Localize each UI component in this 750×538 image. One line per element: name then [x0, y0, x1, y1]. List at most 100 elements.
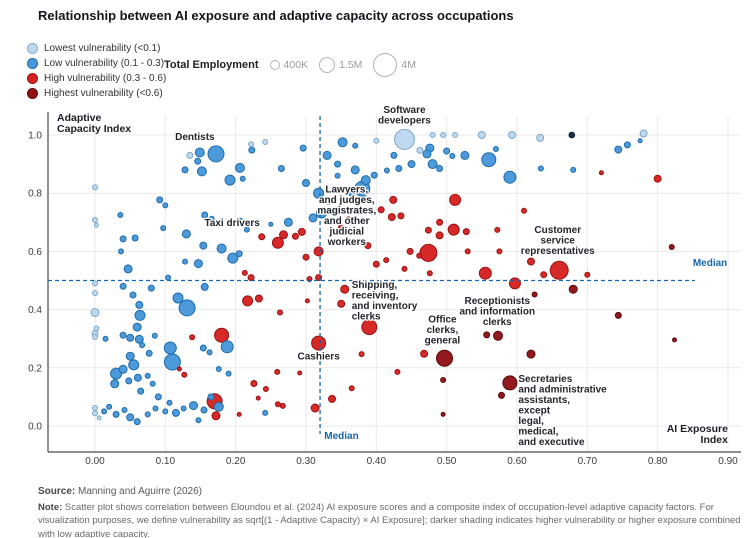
data-point — [101, 408, 108, 415]
highest-vulnerability-dot-icon — [27, 88, 38, 99]
data-point — [92, 410, 98, 417]
data-point — [92, 405, 98, 411]
page-title: Relationship between AI exposure and ada… — [38, 8, 514, 23]
occupation-label: Taxi drivers — [204, 218, 260, 229]
data-point — [227, 252, 239, 264]
data-point — [614, 145, 623, 154]
y-tick-label: 1.0 — [28, 131, 42, 142]
data-point — [149, 380, 156, 387]
data-point — [163, 341, 177, 355]
data-point — [248, 141, 255, 148]
x-axis-name: Index — [701, 434, 729, 446]
data-point — [340, 284, 350, 294]
size-legend-item-4m: 4M — [373, 53, 416, 77]
data-point — [274, 401, 281, 408]
data-point — [262, 409, 269, 416]
occupation-label: and inventory — [352, 301, 418, 312]
data-point — [279, 230, 288, 240]
data-point — [92, 290, 98, 296]
data-point — [171, 408, 180, 417]
size-legend-value: 4M — [401, 59, 416, 71]
data-point — [389, 195, 398, 204]
data-point — [407, 160, 416, 169]
data-point — [672, 337, 677, 343]
data-point — [129, 291, 137, 299]
data-point — [135, 300, 144, 309]
data-point — [220, 340, 234, 354]
low-vulnerability-dot-icon — [27, 58, 38, 69]
data-point — [147, 284, 155, 292]
data-point — [206, 349, 213, 356]
data-point — [498, 391, 505, 399]
size-legend-item-400k: 400K — [269, 59, 308, 71]
x-tick-label: 0.00 — [85, 456, 105, 467]
data-point — [154, 393, 162, 401]
legend-label: Low vulnerability (0.1 - 0.3) — [44, 58, 165, 69]
data-point — [215, 366, 222, 372]
occupation-label: general — [425, 335, 461, 346]
data-point — [139, 342, 146, 349]
data-point — [526, 349, 536, 359]
data-point — [189, 401, 198, 411]
data-point — [406, 247, 414, 255]
data-point — [360, 175, 371, 186]
data-point — [181, 166, 189, 174]
data-point — [189, 334, 196, 341]
data-point — [201, 211, 209, 219]
data-point — [390, 151, 398, 159]
data-point — [394, 128, 415, 150]
data-point — [322, 150, 332, 160]
data-point — [436, 165, 444, 172]
data-point — [598, 170, 604, 176]
data-point — [422, 149, 432, 159]
data-point — [348, 385, 355, 392]
data-point — [214, 327, 230, 343]
data-point — [199, 241, 208, 250]
data-point — [176, 366, 182, 372]
data-point — [397, 212, 405, 220]
data-point — [316, 207, 327, 219]
data-point — [207, 393, 215, 401]
occupation-label: medical, — [518, 426, 558, 437]
data-point — [208, 215, 215, 222]
data-point — [653, 174, 662, 183]
data-point — [521, 207, 527, 214]
data-point — [165, 274, 172, 281]
x-tick-label: 0.20 — [226, 456, 246, 467]
data-point — [235, 250, 243, 258]
median-x-label: Median — [324, 431, 358, 442]
data-point — [96, 415, 102, 421]
data-point — [271, 236, 284, 249]
data-point — [213, 401, 224, 412]
data-point — [492, 146, 499, 152]
size-legend-value: 1.5M — [339, 59, 363, 71]
data-point — [110, 379, 120, 389]
data-point — [182, 258, 188, 265]
data-point — [477, 131, 486, 139]
source-line: Source: Manning and Aguirre (2026) — [38, 486, 202, 497]
x-tick-label: 0.90 — [718, 456, 738, 467]
data-point — [200, 282, 209, 291]
data-point — [436, 349, 453, 367]
data-point — [494, 226, 501, 233]
data-point — [118, 248, 124, 255]
data-point — [508, 277, 521, 290]
data-point — [274, 368, 281, 375]
vulnerability-legend: Lowest vulnerability (<0.1) Low vulnerab… — [27, 41, 166, 101]
data-point — [440, 377, 447, 383]
data-point — [508, 131, 517, 139]
data-point — [297, 227, 306, 236]
bubble-size-icon — [269, 60, 280, 70]
data-point — [623, 141, 631, 149]
source-label: Source: — [38, 486, 76, 497]
data-point — [242, 295, 254, 307]
data-point — [337, 137, 348, 148]
data-point — [443, 147, 451, 155]
lowest-vulnerability-dot-icon — [27, 43, 38, 54]
axes — [47, 112, 741, 453]
data-point — [239, 175, 246, 182]
data-point — [568, 131, 576, 139]
data-point — [196, 166, 207, 177]
data-point — [181, 229, 191, 239]
data-point — [247, 274, 255, 282]
